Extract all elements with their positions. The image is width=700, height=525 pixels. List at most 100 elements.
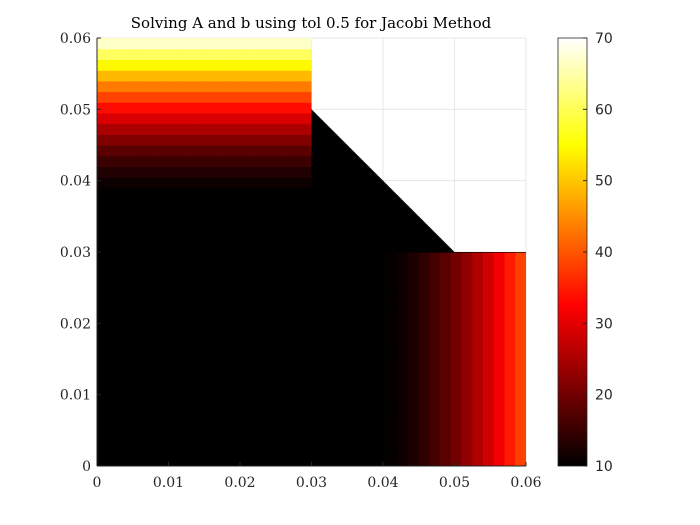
heatmap-cell xyxy=(150,337,162,349)
heatmap-cell xyxy=(504,294,516,307)
heatmap-cell xyxy=(129,380,141,392)
heatmap-cell xyxy=(204,38,216,50)
heatmap-cell xyxy=(204,284,216,296)
heatmap-cell xyxy=(483,262,495,274)
heatmap-cell xyxy=(172,433,184,446)
heatmap-cell xyxy=(461,455,473,466)
heatmap-cell xyxy=(311,305,323,317)
heatmap-cell xyxy=(493,337,506,349)
heatmap-cell xyxy=(290,412,302,424)
heatmap-cell xyxy=(354,348,366,360)
heatmap-cell xyxy=(386,209,398,221)
heatmap-cell xyxy=(493,412,506,424)
heatmap-cell xyxy=(193,273,205,285)
heatmap-cell xyxy=(332,337,345,349)
heatmap-cell xyxy=(418,412,431,424)
heatmap-cell xyxy=(236,380,248,392)
heatmap-cell xyxy=(225,455,238,466)
heatmap-cell xyxy=(429,380,441,392)
heatmap-cell xyxy=(182,48,195,60)
heatmap-cell xyxy=(450,262,463,274)
heatmap-cell xyxy=(322,134,334,146)
heatmap-cell xyxy=(236,401,248,414)
heatmap-cell xyxy=(332,305,345,317)
heatmap-cell xyxy=(386,444,398,456)
heatmap-cell xyxy=(129,123,141,135)
heatmap-cell xyxy=(129,155,141,167)
heatmap-cell xyxy=(408,284,420,296)
heatmap-cell xyxy=(150,316,162,328)
heatmap-cell xyxy=(118,294,130,307)
heatmap-cell xyxy=(354,337,366,349)
heatmap-cell xyxy=(429,433,441,446)
heatmap-cell xyxy=(172,166,184,178)
heatmap-cell xyxy=(193,284,205,296)
heatmap-cell xyxy=(107,273,120,285)
heatmap-cell xyxy=(493,284,506,296)
heatmap-cell xyxy=(204,369,216,381)
heatmap-cell xyxy=(268,294,280,307)
heatmap-cell xyxy=(225,209,238,221)
heatmap-cell xyxy=(440,401,452,414)
heatmap-cell xyxy=(97,48,109,60)
heatmap-cell xyxy=(300,369,313,381)
heatmap-cell xyxy=(257,198,270,210)
x-tick-label: 0.06 xyxy=(510,475,541,491)
heatmap-cell xyxy=(268,155,280,167)
heatmap-cell xyxy=(150,209,162,221)
heatmap-cell xyxy=(440,273,452,285)
heatmap-cell xyxy=(247,219,259,232)
heatmap-cell xyxy=(300,391,313,403)
heatmap-cell xyxy=(515,305,526,317)
heatmap-cell xyxy=(397,359,409,371)
heatmap-cell xyxy=(236,219,248,232)
heatmap-cell xyxy=(129,112,141,125)
heatmap-cell xyxy=(97,359,109,371)
heatmap-cell xyxy=(408,230,420,242)
heatmap-cell xyxy=(332,284,345,296)
heatmap-cell xyxy=(268,91,280,103)
heatmap-cell xyxy=(182,155,195,167)
heatmap-cell xyxy=(97,444,109,456)
heatmap-cell xyxy=(375,337,388,349)
heatmap-cell xyxy=(408,316,420,328)
heatmap-cell xyxy=(483,455,495,466)
heatmap-cell xyxy=(118,348,130,360)
heatmap-cell xyxy=(150,284,162,296)
heatmap-cell xyxy=(332,219,345,232)
heatmap-cell xyxy=(386,359,398,371)
heatmap-cell xyxy=(139,359,152,371)
heatmap-cell xyxy=(343,391,355,403)
heatmap-cell xyxy=(107,48,120,60)
heatmap-cell xyxy=(290,70,302,82)
heatmap-cell xyxy=(139,444,152,456)
heatmap-cell xyxy=(493,273,506,285)
x-tick-label: 0.04 xyxy=(367,475,398,491)
heatmap-cell xyxy=(139,91,152,103)
heatmap-cell xyxy=(461,316,473,328)
heatmap-cell xyxy=(204,48,216,60)
heatmap-cell xyxy=(418,337,431,349)
heatmap-cell xyxy=(408,273,420,285)
heatmap-cell xyxy=(493,348,506,360)
heatmap-cell xyxy=(397,273,409,285)
heatmap-cell xyxy=(386,262,398,274)
heatmap-cell xyxy=(408,423,420,435)
heatmap-cell xyxy=(139,380,152,392)
heatmap-cell xyxy=(397,230,409,242)
heatmap-cell xyxy=(107,294,120,307)
heatmap-cell xyxy=(311,359,323,371)
heatmap-cell xyxy=(429,252,441,264)
heatmap-cell xyxy=(311,252,323,264)
heatmap-cell xyxy=(214,348,227,360)
heatmap-cell xyxy=(322,455,334,466)
heatmap-cell xyxy=(204,348,216,360)
heatmap-cell xyxy=(247,369,259,381)
heatmap-cell xyxy=(515,273,526,285)
heatmap-cell xyxy=(440,348,452,360)
heatmap-cell xyxy=(172,145,184,157)
heatmap-cell xyxy=(150,294,162,307)
heatmap-cell xyxy=(139,326,152,339)
heatmap-cell xyxy=(182,241,195,253)
heatmap-cell xyxy=(418,380,431,392)
